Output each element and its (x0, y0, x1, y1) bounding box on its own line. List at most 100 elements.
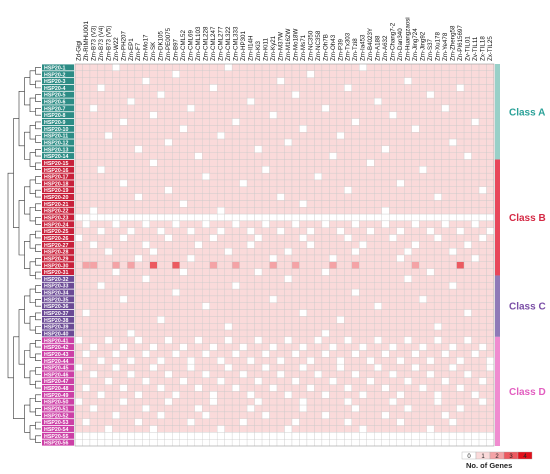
heatmap-cell (306, 336, 315, 344)
heatmap-cell (441, 111, 450, 119)
heatmap-cell (411, 391, 420, 399)
heatmap-cell (329, 323, 338, 331)
heatmap-cell (261, 323, 270, 331)
heatmap-cell (411, 398, 420, 406)
heatmap-cell (419, 84, 427, 92)
heatmap-cell (194, 418, 203, 426)
heatmap-cell (486, 132, 495, 140)
heatmap-cell (179, 439, 188, 447)
heatmap-cell (351, 254, 360, 262)
heatmap-cell (269, 179, 278, 187)
heatmap-cell (187, 439, 195, 447)
heatmap-cell (202, 200, 210, 208)
heatmap-cell (89, 398, 98, 406)
heatmap-cell (97, 261, 106, 269)
heatmap-cell (224, 288, 233, 297)
heatmap-cell (276, 248, 285, 256)
heatmap-cell (231, 275, 240, 283)
heatmap-cell (127, 91, 136, 99)
heatmap-cell (359, 63, 367, 71)
heatmap-cell (74, 91, 83, 99)
heatmap-cell (119, 166, 128, 174)
heatmap-cell (448, 145, 457, 153)
heatmap-cell (119, 282, 128, 290)
heatmap-cell (306, 186, 315, 194)
heatmap-cell (329, 268, 338, 276)
heatmap-cell (396, 418, 405, 426)
heatmap-cell (321, 63, 330, 71)
heatmap-cell (351, 193, 360, 201)
heatmap-cell (448, 241, 457, 249)
heatmap-cell (224, 439, 233, 447)
heatmap-cell (149, 91, 158, 99)
heatmap-cell (471, 241, 480, 249)
heatmap-cell (433, 302, 442, 310)
heatmap-cell (366, 439, 375, 447)
heatmap-cell (157, 343, 165, 351)
heatmap-cell (82, 439, 91, 447)
heatmap-cell (142, 70, 150, 78)
heatmap-cell (336, 384, 345, 392)
heatmap-cell (486, 166, 495, 174)
heatmap-cell (329, 91, 338, 99)
heatmap-cell (119, 418, 128, 426)
heatmap-cell (299, 213, 308, 222)
heatmap-cell (396, 186, 405, 194)
row-label-box (42, 309, 74, 316)
heatmap-cell (112, 288, 121, 297)
heatmap-cell (404, 118, 412, 126)
heatmap-cell (119, 268, 128, 276)
heatmap-cell (463, 227, 472, 235)
heatmap-cell (164, 268, 173, 276)
heatmap-cell (359, 200, 367, 208)
heatmap-cell (134, 145, 143, 153)
heatmap-cell (284, 213, 293, 222)
heatmap-cell (134, 316, 143, 324)
heatmap-cell (172, 97, 180, 106)
heatmap-cell (112, 179, 121, 187)
heatmap-cell (351, 132, 360, 140)
heatmap-cell (209, 118, 218, 126)
heatmap-cell (329, 227, 338, 235)
heatmap-cell (261, 343, 270, 351)
heatmap-cell (97, 357, 106, 365)
heatmap-cell (74, 227, 83, 235)
heatmap-cell (269, 432, 278, 440)
legend-swatch (517, 451, 533, 460)
heatmap-cell (134, 268, 143, 276)
heatmap-cell (448, 111, 457, 119)
heatmap-cell (351, 302, 360, 310)
heatmap-cell (336, 323, 345, 331)
heatmap-cell (374, 207, 382, 215)
heatmap-cell (194, 91, 203, 99)
heatmap-cell (172, 111, 180, 119)
heatmap-cell (299, 84, 308, 92)
heatmap-cell (389, 111, 397, 119)
heatmap-cell (441, 439, 450, 447)
heatmap-cell (231, 261, 240, 269)
heatmap-cell (329, 391, 338, 399)
heatmap-cell (306, 398, 315, 406)
heatmap-cell (104, 241, 113, 249)
heatmap-cell (239, 138, 248, 147)
heatmap-cell (224, 125, 233, 133)
heatmap-cell (127, 404, 136, 413)
heatmap-cell (134, 70, 143, 78)
heatmap-cell (187, 404, 195, 413)
heatmap-cell (419, 391, 427, 399)
heatmap-cell (381, 295, 390, 303)
heatmap-cell (239, 350, 248, 358)
heatmap-cell (104, 323, 113, 331)
heatmap-cell (389, 261, 397, 269)
heatmap-cell (172, 213, 180, 222)
heatmap-cell (269, 234, 278, 242)
heatmap-cell (216, 70, 225, 78)
heatmap-cell (404, 193, 412, 201)
dendrogram-branch (35, 80, 41, 89)
heatmap-cell (224, 411, 233, 419)
heatmap-cell (112, 152, 121, 160)
heatmap-cell (389, 302, 397, 310)
heatmap-cell (404, 370, 412, 378)
heatmap-cell (82, 152, 91, 160)
heatmap-cell (284, 261, 293, 269)
